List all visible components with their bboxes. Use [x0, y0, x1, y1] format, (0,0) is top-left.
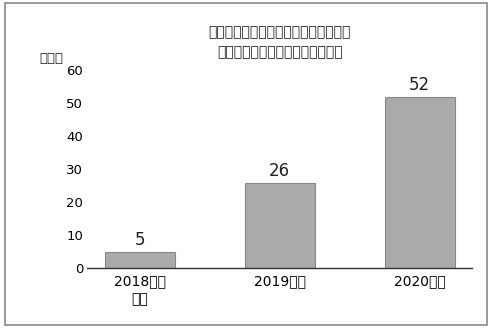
Text: 52: 52	[409, 76, 430, 94]
Bar	[245, 183, 315, 269]
Text: 5: 5	[135, 231, 145, 249]
Bar	[105, 252, 175, 269]
Text: 26: 26	[269, 162, 290, 180]
Bar	[385, 97, 455, 269]
Title: 北陸銀の経営コンサル成約件数の推移
自行型＋協働型で前年度対比２倍: 北陸銀の経営コンサル成約件数の推移 自行型＋協働型で前年度対比２倍	[209, 25, 351, 59]
Text: （件）: （件）	[39, 52, 63, 65]
